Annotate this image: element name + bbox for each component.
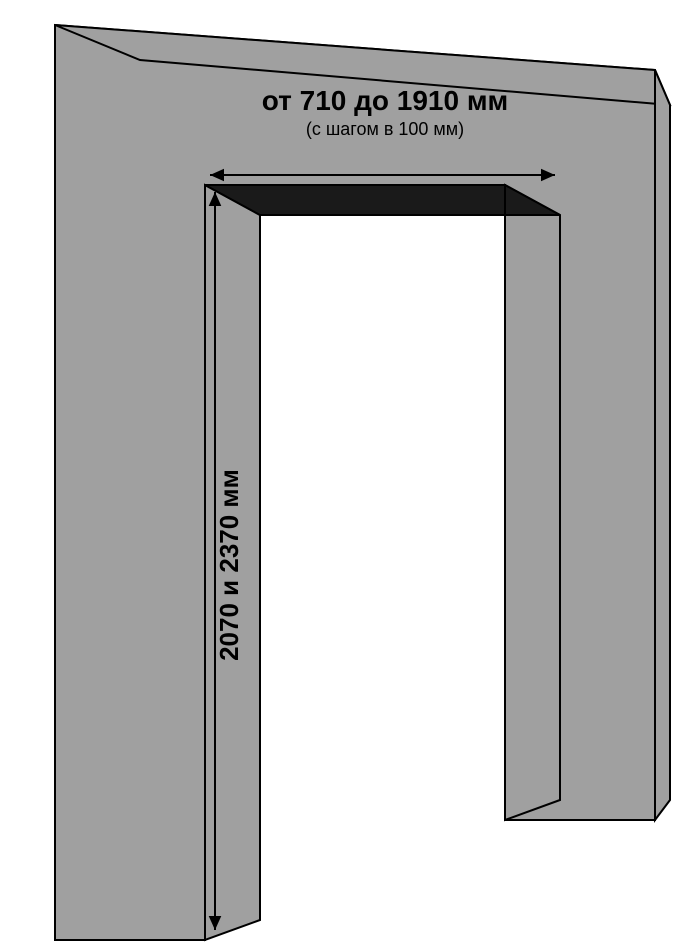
width-label-main: от 710 до 1910 мм [262, 85, 509, 116]
frame-front-face [55, 25, 655, 940]
frame-right-outer-side [655, 70, 670, 820]
width-label-sub: (с шагом в 100 мм) [306, 119, 464, 139]
frame-right-inner-side [505, 185, 560, 820]
frame-soffit [205, 185, 560, 215]
height-label: 2070 и 2370 мм [214, 469, 244, 661]
doorframe-diagram: от 710 до 1910 мм (с шагом в 100 мм) 207… [0, 0, 700, 943]
